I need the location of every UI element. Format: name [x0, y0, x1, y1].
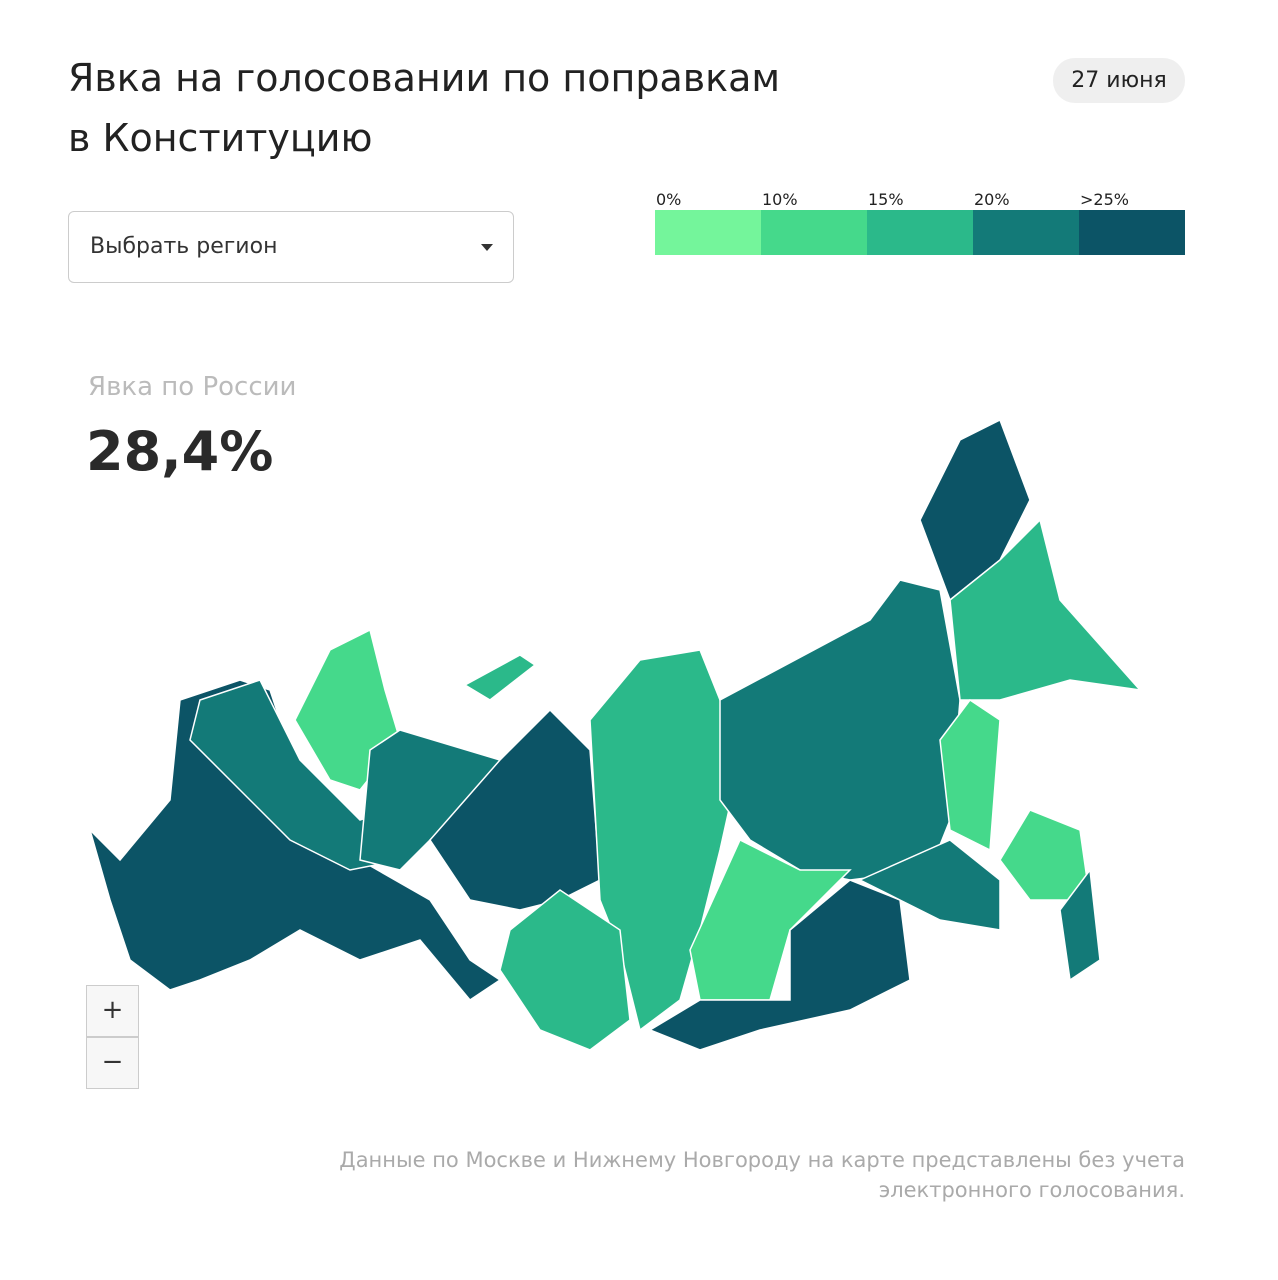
region[interactable]: [939, 698, 1001, 852]
legend-swatch: [867, 210, 973, 255]
legend-label: 0%: [656, 190, 682, 209]
legend-swatch: [1079, 210, 1185, 255]
title-line: в Конституцию: [68, 116, 373, 160]
legend-swatch: [761, 210, 867, 255]
dropdown-arrow: [481, 244, 493, 251]
region[interactable]: [1059, 868, 1101, 982]
zoom-out[interactable]: −: [86, 1037, 139, 1089]
region[interactable]: [858, 839, 1001, 931]
region[interactable]: [719, 579, 961, 881]
legend-label: 15%: [868, 190, 904, 209]
region[interactable]: [999, 809, 1091, 901]
footnote: Данные по Москве и Нижнему Новгороду на …: [339, 1148, 1185, 1172]
legend-label: 20%: [974, 190, 1010, 209]
region[interactable]: [429, 708, 601, 911]
legend-label: 10%: [762, 190, 798, 209]
date-badge: 27 июня: [1053, 58, 1185, 103]
overall-label: Явка по России: [88, 372, 297, 402]
legend-swatch: [655, 210, 761, 255]
title-line: Явка на голосовании по поправкам: [68, 56, 781, 100]
legend-label: >25%: [1080, 190, 1129, 209]
select-placeholder: Выбрать регион: [90, 234, 278, 259]
overall-value: 28,4%: [86, 420, 274, 483]
region[interactable]: [463, 654, 537, 701]
region[interactable]: [499, 889, 631, 1051]
region[interactable]: [949, 518, 1142, 701]
region-select[interactable]: Выбрать регион: [68, 211, 514, 283]
zoom-in[interactable]: +: [86, 985, 139, 1037]
legend-swatch: [973, 210, 1079, 255]
title: Явка на голосовании по поправкам в Конст…: [68, 48, 780, 168]
footnote: электронного голосования.: [878, 1178, 1185, 1202]
